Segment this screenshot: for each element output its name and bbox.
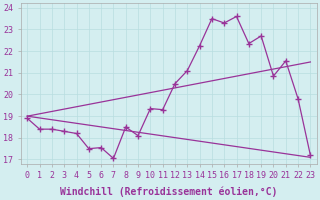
X-axis label: Windchill (Refroidissement éolien,°C): Windchill (Refroidissement éolien,°C)	[60, 186, 277, 197]
